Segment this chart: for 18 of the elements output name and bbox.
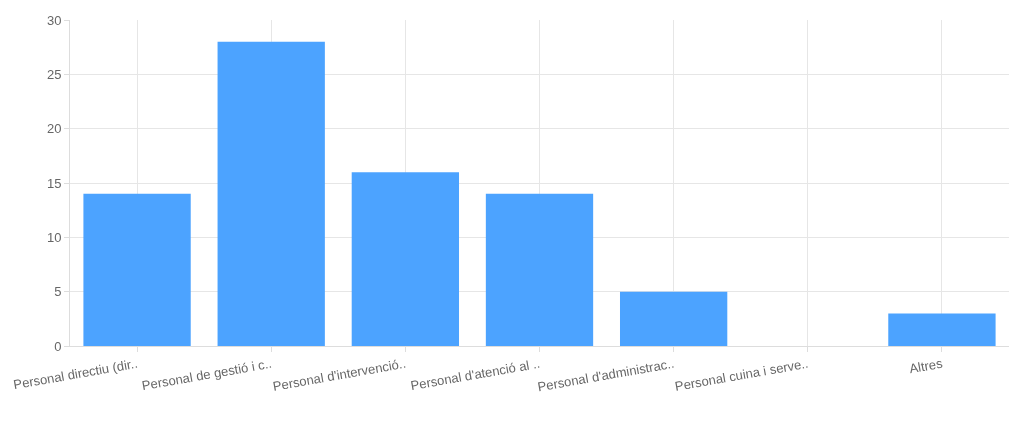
y-tick-label: 20 [46,121,62,137]
x-tick-label: Altres [908,355,945,377]
y-tick-label: 10 [46,229,62,245]
x-tick-label: Personal cuina i serve.. [673,355,810,394]
bar [888,313,996,346]
bar [485,193,594,346]
y-tick-label: 0 [54,338,62,354]
y-tick-label: 15 [46,175,62,191]
y-tick-label: 30 [46,12,62,28]
bar [351,172,460,346]
y-tick-label: 25 [46,66,62,82]
x-tick-label: Personal directiu (dir.. [12,355,139,393]
x-tick-label: Personal d'intervenció.. [271,355,408,394]
bar [83,193,191,346]
y-tick-label: 5 [54,284,62,300]
bar [619,291,728,346]
x-tick-label: Personal de gestió i c.. [140,355,273,394]
bar [217,41,325,346]
